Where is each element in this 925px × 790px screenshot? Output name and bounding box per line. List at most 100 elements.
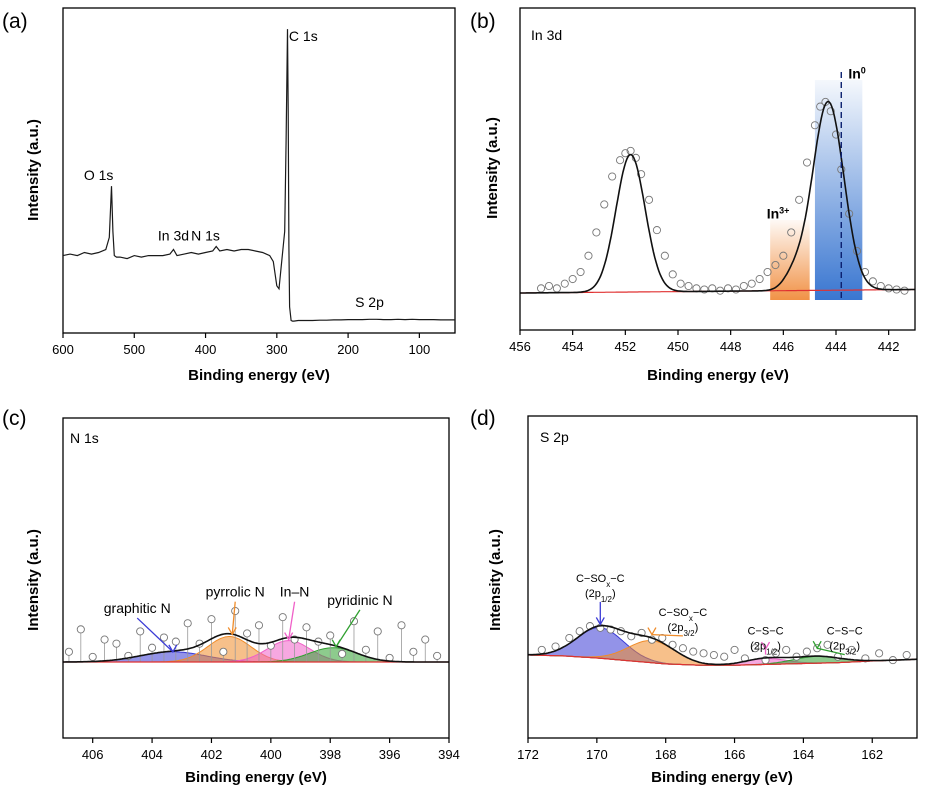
panel-c-x-tick-label: 400 [260, 747, 282, 762]
panel-a-x-tick-label: 100 [409, 342, 431, 357]
panel-a-x-tick-label: 200 [337, 342, 359, 357]
panel-d-data-point [720, 652, 729, 661]
panel-b-data-point [637, 170, 646, 179]
panel-b-x-tick-label: 446 [772, 339, 794, 354]
panel-b-measured-points [537, 97, 909, 295]
panel-b-shaded-bands [770, 80, 863, 300]
panel-b-data-point [771, 260, 780, 270]
panel-a-survey-line [62, 29, 455, 322]
panel-c-corner-label: N 1s [70, 430, 99, 446]
panel-c-data-point [397, 621, 406, 630]
panel-d-s2p-spectrum: (d) 172 170 168 166 164 162 S 2p C−SOx−C(2p1/… [470, 407, 918, 786]
panel-c-peak-label: In–N [280, 584, 310, 600]
panel-b-data-point [644, 195, 654, 204]
panel-b-data-point [576, 267, 585, 277]
panel-d-data-point [537, 645, 546, 654]
panel-b-x-tick-label: 442 [878, 339, 900, 354]
panel-d-x-axis-title: Binding energy (eV) [651, 769, 793, 786]
panel-d-data-point [802, 647, 811, 656]
panel-d-peak-label: C−S−C [827, 626, 863, 638]
panel-c-measured-points [64, 606, 442, 662]
panel-c-peak-label: pyrrolic N [206, 584, 265, 600]
panel-c-peak-label: pyridinic N [327, 592, 392, 608]
panel-c-data-point [207, 615, 216, 624]
panel-c-data-point [136, 627, 145, 636]
panel-b-letter: (b) [470, 10, 496, 33]
panel-c-annotations: graphitic N pyrrolic N In–N pyridinic N [104, 584, 393, 654]
panel-d-pointer-line [817, 647, 845, 656]
panel-d-pointer-arrowhead [760, 641, 771, 651]
panel-c-data-point [433, 651, 442, 660]
panel-d-data-point [699, 649, 708, 658]
panel-a-y-axis-title: Intensity (a.u.) [25, 119, 42, 221]
panel-b-data-point [763, 267, 772, 277]
panel-b-data-point [795, 195, 804, 204]
panel-c-data-point [64, 647, 73, 656]
panel-c-pointer-arrowhead [168, 644, 178, 654]
panel-d-data-point [902, 650, 911, 660]
panel-c-plot-frame [62, 417, 450, 739]
panel-a-peak-label: C 1s [289, 28, 318, 44]
panel-c-x-tick-label: 398 [319, 747, 341, 762]
panel-b-data-point [779, 251, 788, 260]
panel-a-x-ticks: 600 500 400 300 200 100 [52, 333, 430, 357]
panel-b-data-point [884, 284, 893, 293]
panel-b-data-point [621, 149, 630, 158]
panel-d-data-point [565, 633, 574, 643]
panel-b-data-point [787, 228, 796, 237]
panel-b-data-point [537, 284, 546, 293]
panel-d-data-point [847, 645, 856, 654]
panel-b-data-point [600, 200, 609, 209]
panel-b-data-point [739, 281, 748, 291]
panel-c-peak-label: graphitic N [104, 600, 171, 616]
panel-b-data-point [900, 286, 909, 295]
panel-c-data-point [409, 647, 418, 656]
panel-c-data-point [278, 613, 287, 622]
panel-c-data-point [88, 652, 97, 661]
panel-b-data-point [584, 251, 593, 260]
panel-c-x-tick-label: 396 [379, 747, 401, 762]
panel-b-corner-label: In 3d [531, 27, 562, 43]
panel-b-data-point [676, 279, 685, 288]
panel-b-data-point [608, 172, 617, 181]
panel-a-peak-label: In 3d [158, 227, 189, 243]
panel-b-x-tick-label: 448 [720, 339, 742, 354]
panel-b-data-point [826, 107, 835, 116]
panel-d-x-tick-label: 168 [655, 747, 677, 762]
panel-d-baseline [528, 654, 917, 666]
panel-c-x-axis-title: Binding energy (eV) [185, 769, 327, 786]
panel-b-data-point [592, 228, 601, 237]
panel-b-x-axis-title: Binding energy (eV) [647, 367, 789, 384]
panel-d-plot-frame [527, 415, 918, 739]
panel-a-x-tick-label: 600 [52, 342, 74, 357]
panel-c-y-axis-title: Intensity (a.u.) [25, 529, 42, 631]
panel-b-peak-label: In0 [848, 66, 865, 82]
panel-b-peak-label: In3+ [767, 205, 790, 221]
panel-b-x-ticks: 456 454 452 450 448 446 444 442 [509, 330, 900, 354]
panel-a-peak-label: S 2p [355, 294, 384, 310]
panel-c-data-point [326, 631, 335, 640]
panel-c-letter: (c) [2, 407, 27, 430]
panel-b-x-tick-label: 444 [825, 339, 847, 354]
panel-b-fit-envelope [520, 100, 915, 294]
panel-a-peak-label: N 1s [191, 227, 220, 243]
panel-b-data-point [544, 281, 554, 291]
panel-d-x-tick-label: 170 [586, 747, 608, 762]
panel-d-x-tick-label: 172 [517, 747, 539, 762]
panel-b-in3d-spectrum: (b) 456 454 452 450 448 446 444 442 In 3d In3+I… [470, 7, 916, 384]
panel-c-pointer-arrowhead [331, 639, 341, 649]
panel-b-plot-frame [519, 7, 916, 331]
panel-c-data-point [171, 637, 180, 646]
panel-d-fit-envelope [528, 624, 918, 666]
panel-d-peak-label: C−S−C [747, 626, 783, 638]
panel-d-pointer-line [651, 633, 683, 637]
panel-d-data-point [751, 644, 760, 653]
panel-c-data-point [243, 629, 252, 638]
panel-d-peak-label-line2: (2p1/2) [750, 641, 781, 657]
panel-d-peak-label-line2: (2p1/2) [585, 588, 616, 604]
panel-c-x-tick-label: 394 [438, 747, 460, 762]
panel-a-x-tick-label: 300 [266, 342, 288, 357]
panel-b-data-point [810, 121, 819, 130]
panel-b-y-axis-title: Intensity (a.u.) [484, 117, 501, 219]
